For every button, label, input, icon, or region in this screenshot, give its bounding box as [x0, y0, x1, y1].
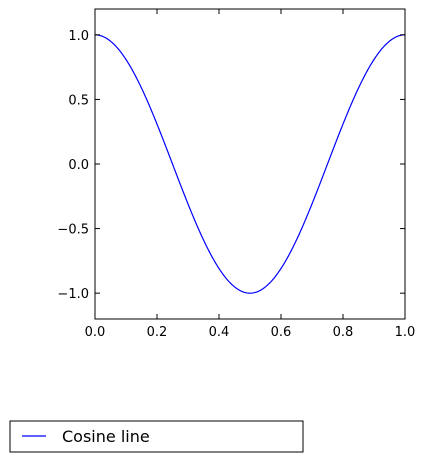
legend-label: Cosine line — [62, 427, 150, 446]
x-tick-label: 0.0 — [85, 325, 106, 340]
x-tick-label: 1.0 — [395, 325, 416, 340]
x-tick-label: 0.2 — [147, 325, 168, 340]
x-tick-label: 0.4 — [209, 325, 230, 340]
y-tick-label: 0.0 — [68, 158, 89, 173]
series-line-0 — [94, 34, 406, 294]
legend-frame — [9, 420, 304, 453]
legend: Cosine line — [9, 420, 304, 453]
y-tick-label: −0.5 — [57, 223, 89, 238]
y-tick-label: 1.0 — [68, 29, 89, 44]
y-axis: 1.0 0.5 0.0 −0.5 −1.0 — [57, 29, 405, 302]
plot-area — [95, 9, 405, 319]
x-tick-label: 0.8 — [333, 325, 354, 340]
x-axis: 0.0 0.2 0.4 0.6 0.8 1.0 — [85, 9, 416, 340]
y-tick-label: 0.5 — [68, 93, 89, 108]
series-layer — [94, 34, 406, 294]
y-tick-label: −1.0 — [57, 287, 89, 302]
x-tick-label: 0.6 — [271, 325, 292, 340]
